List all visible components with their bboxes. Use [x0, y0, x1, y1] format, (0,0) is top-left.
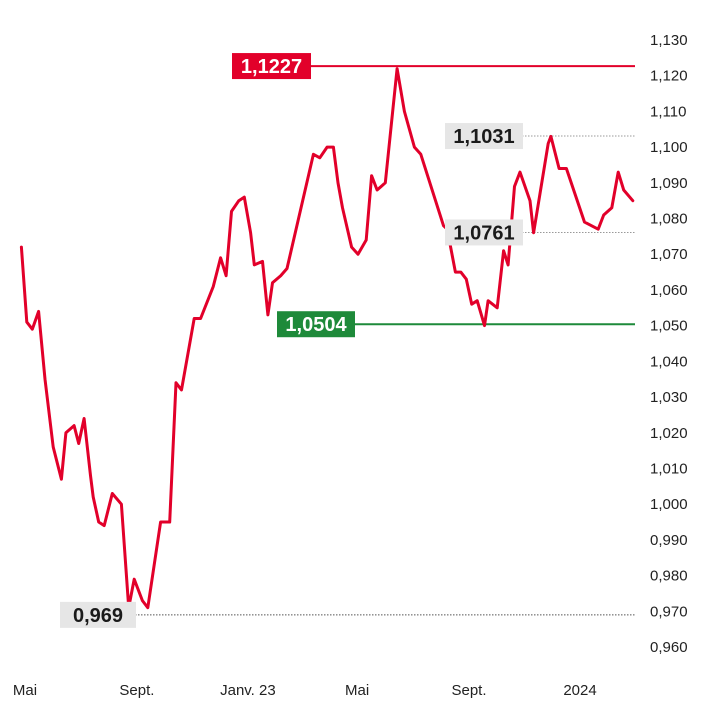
y-tick-label: 1,010	[650, 460, 688, 477]
x-tick-label: 2024	[563, 682, 596, 699]
x-tick-label: Janv. 23	[220, 682, 276, 699]
value-badge-label: 1,0761	[453, 222, 514, 244]
value-badge	[445, 123, 523, 150]
y-tick-label: 1,120	[650, 68, 688, 85]
value-badges: 1,1227 1,0504 1,1031 1,0761 0,969	[60, 53, 523, 628]
y-axis: 1,130 1,120 1,110 1,100 1,090 1,080 1,070 1,060…	[650, 32, 688, 656]
y-tick-label: 1,110	[650, 103, 686, 120]
y-tick-label: 1,040	[650, 353, 688, 370]
value-badge	[232, 53, 311, 80]
y-tick-label: 1,080	[650, 211, 688, 228]
value-badge-label: 1,0504	[285, 314, 347, 336]
x-tick-label: Mai	[13, 682, 37, 699]
series-line	[19, 67, 635, 610]
y-tick-label: 1,030	[650, 389, 688, 406]
y-tick-label: 1,020	[650, 425, 688, 442]
value-badge	[445, 219, 523, 246]
y-tick-label: 0,960	[650, 639, 688, 656]
value-badge	[60, 601, 136, 628]
x-tick-label: Mai	[345, 682, 369, 699]
y-tick-label: 0,970	[650, 603, 688, 620]
y-tick-label: 1,060	[650, 282, 688, 299]
y-tick-label: 0,990	[650, 532, 688, 549]
y-tick-label: 0,980	[650, 568, 688, 585]
y-tick-label: 1,000	[650, 496, 688, 513]
value-badge	[277, 311, 355, 338]
value-badge-label: 1,1031	[453, 126, 514, 148]
y-tick-label: 1,130	[650, 32, 688, 49]
reference-lines	[135, 65, 635, 616]
value-badge-label: 0,969	[73, 605, 123, 627]
y-tick-label: 1,100	[650, 139, 688, 156]
y-tick-label: 1,090	[650, 175, 688, 192]
x-tick-label: Sept.	[119, 682, 154, 699]
value-badge-label: 1,1227	[241, 56, 302, 78]
y-tick-label: 1,050	[650, 318, 688, 335]
x-axis: Mai Sept. Janv. 23 Mai Sept. 2024	[13, 682, 597, 699]
series-group	[19, 67, 635, 610]
y-tick-label: 1,070	[650, 246, 688, 263]
x-tick-label: Sept.	[451, 682, 486, 699]
